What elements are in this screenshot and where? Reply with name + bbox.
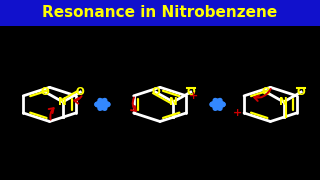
Text: Resonance in Nitrobenzene: Resonance in Nitrobenzene [42,5,278,21]
Text: O: O [41,87,50,97]
Text: O: O [151,87,160,97]
Text: +: + [189,91,198,101]
FancyArrowPatch shape [49,108,54,120]
Text: N: N [169,97,178,107]
FancyBboxPatch shape [0,0,320,26]
Text: O: O [76,87,85,97]
FancyArrowPatch shape [97,100,108,108]
Text: O: O [186,87,195,97]
Text: N: N [279,97,288,107]
Text: O: O [297,87,306,97]
Text: O: O [261,87,270,97]
FancyArrowPatch shape [74,96,82,104]
FancyArrowPatch shape [131,97,136,111]
FancyArrowPatch shape [254,89,271,101]
Text: N: N [58,97,67,107]
FancyArrowPatch shape [212,100,223,108]
Text: +: + [232,108,242,118]
